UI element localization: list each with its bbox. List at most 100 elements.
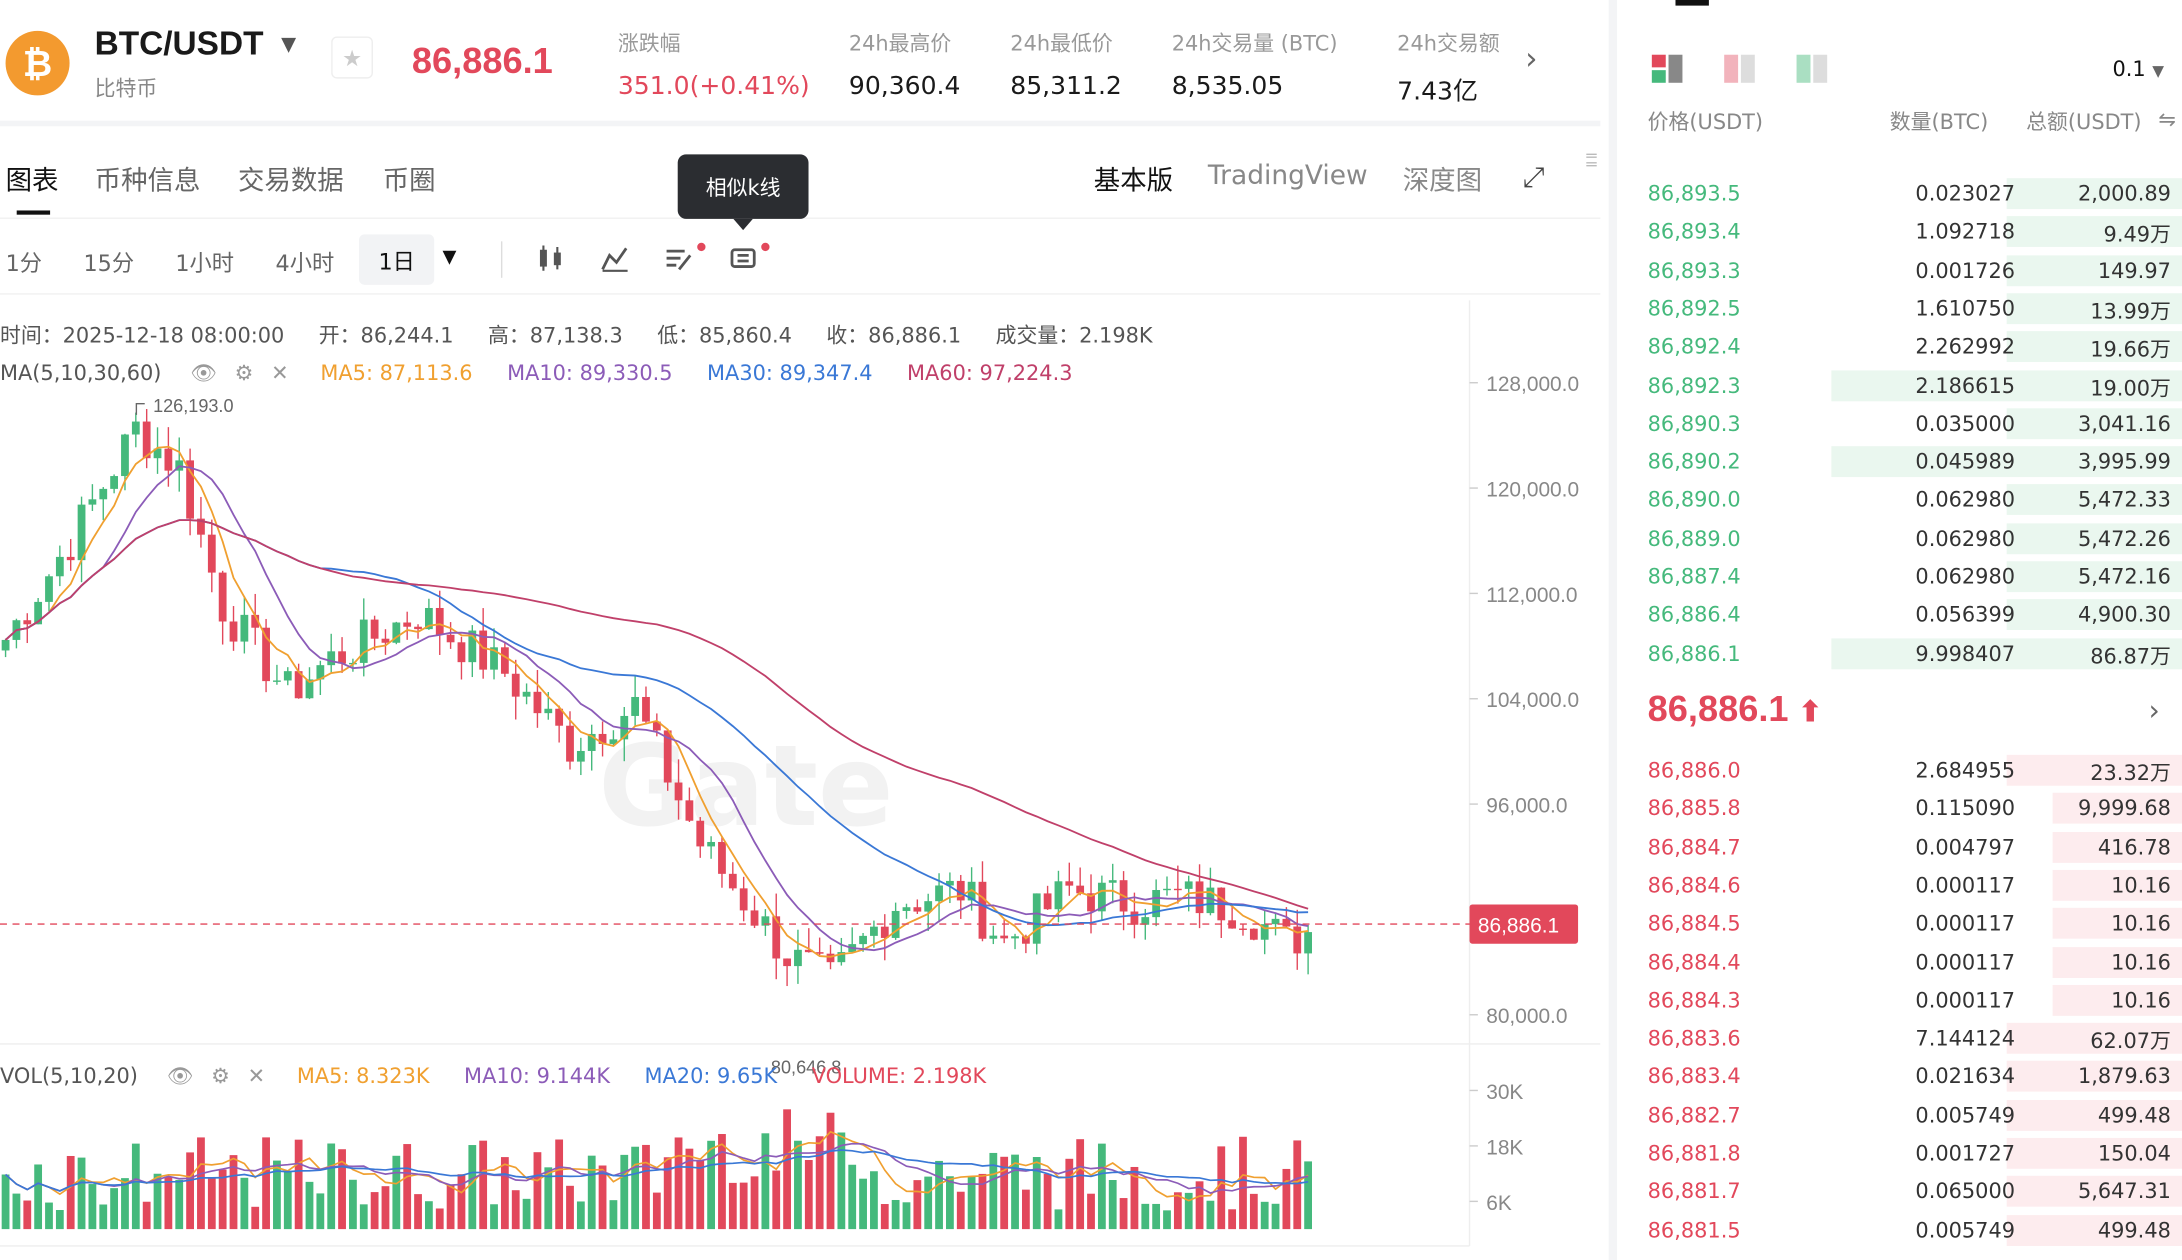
candle-body [1271, 918, 1280, 925]
stat-high: 24h最高价 90,360.4 [849, 28, 961, 101]
volume-bar [1163, 1210, 1171, 1230]
volume-bar [1260, 1201, 1269, 1230]
candle-body [750, 910, 759, 926]
settings-icon[interactable]: ⚙ [211, 1063, 230, 1089]
chevron-right-icon[interactable]: › [2148, 693, 2160, 727]
tab-coin-info[interactable]: 币种信息 [94, 165, 201, 197]
bid-row[interactable]: 86,890.3 0.035000 3,041.16 [1617, 405, 2182, 443]
drag-handle-icon[interactable]: ═ ═ [1586, 145, 1597, 174]
settings-icon[interactable]: ⚙ [234, 360, 254, 386]
tab-chart[interactable]: 图表 [5, 165, 59, 197]
tab-community[interactable]: 币圈 [382, 165, 436, 197]
qty-cell: 0.035000 [1915, 410, 2016, 437]
timeframe-1d[interactable]: 1日 [359, 234, 435, 285]
candle-type-icon[interactable] [534, 241, 567, 275]
bid-row[interactable]: 86,893.4 1.092718 9.49万 [1617, 214, 2182, 252]
book-layout-both-icon[interactable] [1650, 53, 1683, 84]
stat-label: 24h交易额 [1397, 30, 1500, 57]
volume-bar [924, 1176, 933, 1230]
candle-body [1021, 936, 1030, 944]
ask-row[interactable]: 86,884.5 0.000117 10.16 [1617, 905, 2182, 943]
precision-select[interactable]: 0.1 ▼ [2112, 56, 2164, 81]
candle-body [544, 708, 553, 714]
bid-row[interactable]: 86,892.5 1.610750 13.99万 [1617, 290, 2182, 328]
ask-row[interactable]: 86,886.0 2.684955 23.32万 [1617, 752, 2182, 790]
similar-kline-icon[interactable] [726, 241, 759, 275]
qty-cell: 0.021634 [1915, 1064, 2016, 1090]
bid-row[interactable]: 86,886.1 9.998407 86.87万 [1617, 635, 2182, 673]
stat-label: 24h交易量 (BTC) [1171, 30, 1338, 57]
chevron-down-icon[interactable]: ▼ [281, 33, 297, 57]
bid-row[interactable]: 86,889.0 0.062980 5,472.26 [1617, 520, 2182, 558]
ask-row[interactable]: 86,881.8 0.001727 150.04 [1617, 1135, 2182, 1173]
candle-body [1163, 888, 1171, 891]
candle-body [587, 733, 596, 751]
volume-bar [1, 1174, 10, 1230]
close-icon[interactable]: ✕ [271, 360, 289, 386]
ask-row[interactable]: 86,884.3 0.000117 10.16 [1617, 982, 2182, 1020]
kline-svg[interactable]: 128,000.0 120,000.0 112,000.0 104,000.0 96,0… [0, 300, 1601, 1260]
kline-chart[interactable]: 128,000.0 120,000.0 112,000.0 104,000.0 96,0… [0, 300, 1601, 1260]
volume-bar [1000, 1156, 1009, 1230]
pair-name[interactable]: BTC/USDT [94, 25, 264, 64]
drawing-tools-icon[interactable] [662, 241, 695, 275]
indicator-icon[interactable] [598, 241, 631, 275]
depth-bar [2006, 561, 2182, 593]
ask-row[interactable]: 86,883.4 0.021634 1,879.63 [1617, 1058, 2182, 1096]
ask-row[interactable]: 86,884.6 0.000117 10.16 [1617, 867, 2182, 905]
candle-body [1065, 881, 1074, 886]
depth-bar [2006, 331, 2182, 363]
timeframe-dropdown-icon[interactable]: ▼ [442, 246, 457, 268]
ask-row[interactable]: 86,884.4 0.000117 10.16 [1617, 944, 2182, 982]
volume-bar [696, 1160, 705, 1230]
bid-row[interactable]: 86,886.4 0.056399 4,900.30 [1617, 597, 2182, 635]
favorite-star-icon[interactable]: ★ [331, 36, 373, 79]
bid-row[interactable]: 86,893.3 0.001726 149.97 [1617, 252, 2182, 290]
candle-body [522, 691, 531, 697]
header-total[interactable]: 总额(USDT) [2026, 109, 2142, 135]
ask-row[interactable]: 86,884.7 0.004797 416.78 [1617, 829, 2182, 867]
ask-row[interactable]: 86,883.6 7.144124 62.07万 [1617, 1020, 2182, 1058]
timeframe-1m[interactable]: 1分 [5, 249, 43, 277]
bid-row[interactable]: 86,892.4 2.262992 19.66万 [1617, 329, 2182, 367]
bid-row[interactable]: 86,890.2 0.045989 3,995.99 [1617, 444, 2182, 482]
depth-bar [2052, 831, 2182, 863]
eye-icon[interactable]: 👁 [166, 1063, 194, 1089]
chevron-right-icon[interactable]: › [1525, 42, 1538, 78]
mode-tradingview[interactable]: TradingView [1207, 159, 1368, 191]
book-layout-asks-icon[interactable] [1723, 53, 1756, 84]
ask-row[interactable]: 86,881.5 0.005749 499.48 [1617, 1212, 2182, 1250]
bid-row[interactable]: 86,893.5 0.023027 2,000.89 [1617, 175, 2182, 213]
bid-row[interactable]: 86,892.3 2.186615 19.00万 [1617, 367, 2182, 405]
mode-basic[interactable]: 基本版 [1093, 165, 1174, 197]
ask-row[interactable]: 86,885.8 0.115090 9,999.68 [1617, 790, 2182, 828]
qty-cell: 0.001727 [1915, 1140, 2016, 1166]
candle-body [913, 907, 922, 912]
fullscreen-icon[interactable]: ⤢ [1522, 159, 1545, 194]
book-layout-bids-icon[interactable] [1795, 53, 1828, 84]
candle-body [815, 952, 824, 954]
bid-row[interactable]: 86,887.4 0.062980 5,472.16 [1617, 558, 2182, 596]
qty-cell: 0.000117 [1915, 949, 2016, 975]
qty-cell: 0.001726 [1915, 257, 2016, 283]
volume-bar [99, 1204, 108, 1230]
timeframe-1h[interactable]: 1小时 [175, 249, 235, 277]
switch-icon[interactable]: ⇋ [2158, 106, 2176, 132]
candle-body [642, 696, 650, 722]
total-cell: 150.04 [2097, 1140, 2171, 1166]
candle-body [283, 671, 292, 681]
bid-row[interactable]: 86,890.0 0.062980 5,472.33 [1617, 482, 2182, 520]
timeframe-4h[interactable]: 4小时 [275, 249, 335, 277]
ask-row[interactable]: 86,881.7 0.065000 5,647.31 [1617, 1173, 2182, 1211]
candle-body [305, 679, 314, 699]
depth-bar [2006, 178, 2182, 210]
qty-cell: 7.144124 [1915, 1025, 2016, 1052]
timeframe-15m[interactable]: 15分 [83, 249, 135, 277]
volume-bar [349, 1179, 357, 1230]
ask-row[interactable]: 86,882.7 0.005749 499.48 [1617, 1097, 2182, 1135]
mode-depth[interactable]: 深度图 [1402, 165, 1483, 197]
candle-body [66, 556, 75, 561]
eye-icon[interactable]: 👁 [190, 360, 217, 386]
tab-trade-data[interactable]: 交易数据 [237, 165, 344, 197]
close-icon[interactable]: ✕ [247, 1063, 266, 1089]
